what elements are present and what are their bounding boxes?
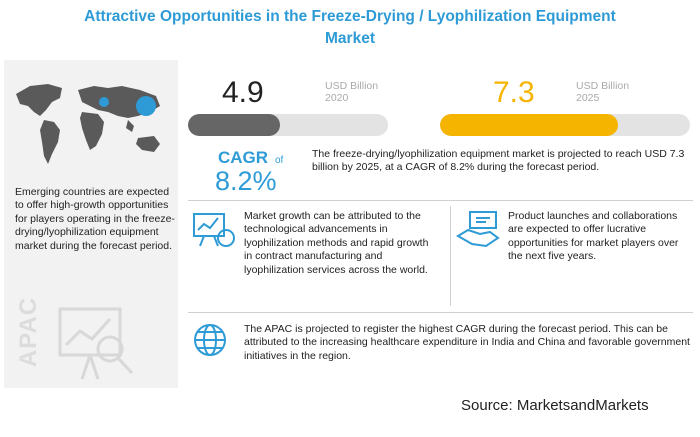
technology-tools-icon (193, 213, 235, 247)
market-bar-2025 (440, 114, 690, 136)
world-map-icon (16, 84, 160, 164)
cagr-value: 8.2% (215, 166, 277, 196)
market-bar-2025-fill (440, 114, 618, 136)
infographic-title: Attractive Opportunities in the Freeze-D… (0, 6, 700, 50)
market-unit-2020: USD Billion 2020 (325, 80, 378, 104)
product-launch-text: Product launches and collaborations are … (508, 210, 679, 263)
apac-highlight-text: The APAC is projected to register the hi… (244, 323, 690, 362)
projection-text: The freeze-drying/lyophilization equipme… (312, 148, 685, 173)
market-bar-2020 (188, 114, 388, 136)
divider-horizontal-1 (188, 200, 693, 201)
title-line-2: Market (325, 30, 375, 47)
cagr-of-label: of (275, 155, 284, 166)
divider-horizontal-2 (188, 312, 693, 313)
market-growth-text: Market growth can be attributed to the t… (244, 210, 429, 276)
market-bar-2020-fill (188, 114, 280, 136)
year-label-2020: 2020 (325, 92, 349, 104)
growth-chart-magnifier-icon (58, 307, 134, 380)
apac-label: APAC (15, 296, 43, 368)
unit-label-2020: USD Billion (325, 80, 379, 92)
source-credit: Source: MarketsandMarkets (461, 397, 649, 414)
market-value-2025: 7.3 (493, 76, 535, 109)
divider-vertical (450, 206, 451, 306)
emerging-countries-text: Emerging countries are expected to offer… (15, 186, 175, 252)
market-unit-2025: USD Billion 2025 (576, 80, 629, 104)
market-value-2020: 4.9 (222, 76, 264, 109)
handshake-collaboration-icon (456, 211, 500, 248)
year-label-2025: 2025 (576, 92, 600, 104)
globe-icon (194, 324, 226, 356)
title-line-1: Attractive Opportunities in the Freeze-D… (84, 8, 616, 25)
cagr-label: CAGR (218, 148, 269, 167)
unit-label-2025: USD Billion (576, 80, 630, 92)
